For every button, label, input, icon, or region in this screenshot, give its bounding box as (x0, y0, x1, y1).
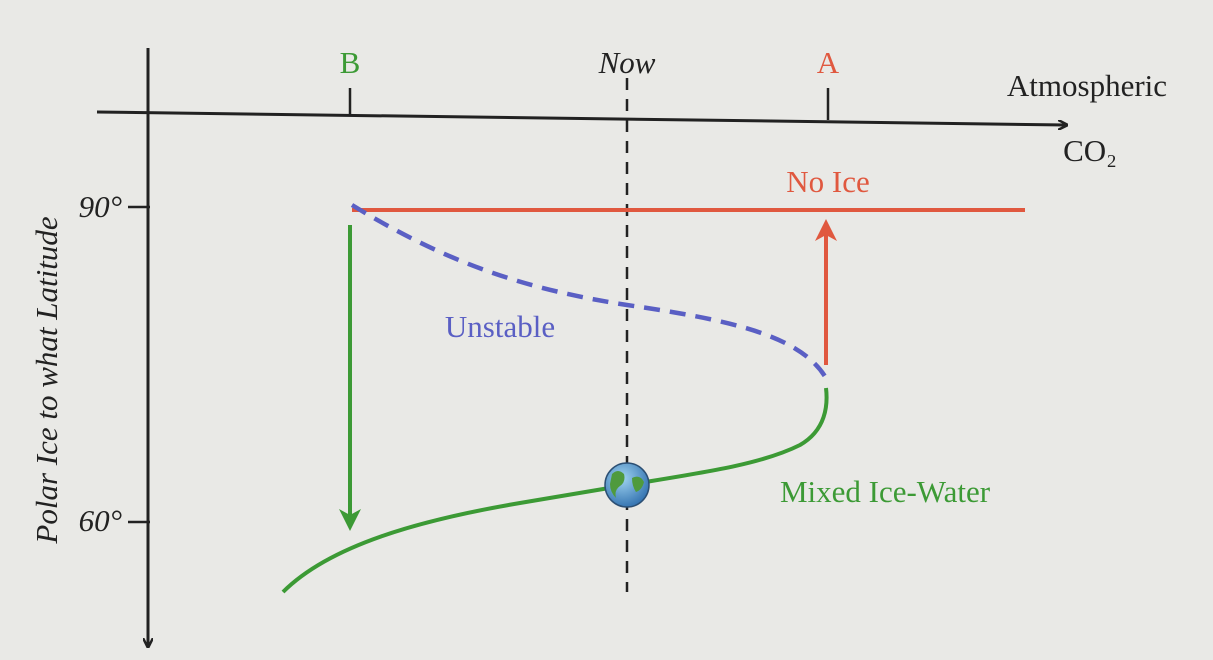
tick-a: A (817, 45, 840, 80)
mixed-curve (281, 387, 829, 594)
y-axis-label: Polar Ice to what Latitude (29, 216, 64, 544)
unstable-curve (350, 203, 828, 380)
unstable-label: Unstable (445, 309, 555, 344)
y-tick-label: 90° (79, 189, 122, 224)
x-axis-label: Atmospheric (1007, 68, 1167, 103)
earth-land (610, 471, 644, 498)
x-axis (96, 110, 1066, 125)
tick-b: B (340, 45, 361, 80)
no-ice-label: No Ice (786, 164, 869, 199)
tick-now: Now (598, 45, 656, 80)
x-axis-label: CO₂ (1063, 133, 1117, 168)
mixed-label: Mixed Ice-Water (780, 474, 991, 509)
y-tick-label: 60° (79, 503, 122, 538)
